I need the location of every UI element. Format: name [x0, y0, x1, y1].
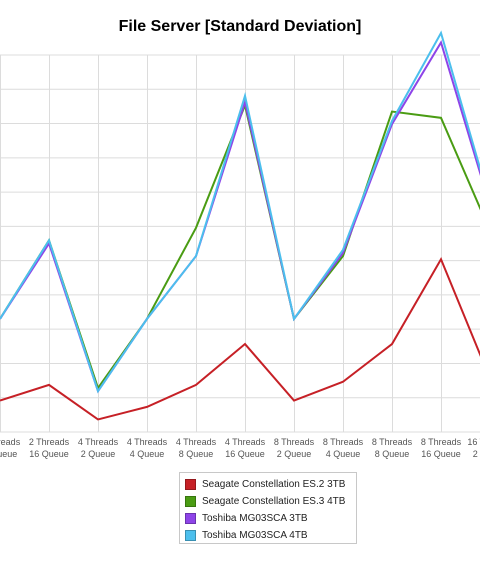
series-lines: [0, 30, 480, 421]
x-tick-label-line2: 2 Queue: [277, 449, 312, 459]
legend-item: Seagate Constellation ES.2 3TB: [180, 476, 356, 493]
legend-swatch: [185, 496, 196, 507]
x-tick-label: 8 Threads 8 Queue: [372, 437, 413, 459]
x-tick-label: 2 Threads 16 Queue: [29, 437, 70, 459]
series-line-1: [0, 256, 480, 421]
x-tick-label-line1: 8 Threads: [421, 437, 462, 447]
x-tick-label-line1: 4 Threads: [78, 437, 119, 447]
series-line-4: [0, 30, 480, 394]
legend-label: Toshiba MG03SCA 3TB: [202, 513, 308, 524]
x-tick-label-line2: 2 Queue: [473, 449, 480, 459]
x-tick-label-line2: 2 Queue: [81, 449, 116, 459]
x-tick-label: 4 Threads 4 Queue: [127, 437, 168, 459]
x-tick-label-line1: 4 Threads: [176, 437, 217, 447]
x-tick-label-line1: 8 Threads: [323, 437, 364, 447]
x-tick-label: 8 Threads 4 Queue: [323, 437, 364, 459]
x-tick-label-line2: 4 Queue: [130, 449, 165, 459]
x-tick-label-line1: 16 Threads: [467, 437, 480, 447]
x-tick-label: 4 Threads 16 Queue: [225, 437, 266, 459]
x-tick-label-line1: 4 Threads: [225, 437, 266, 447]
x-tick-label: 4 Threads 2 Queue: [78, 437, 119, 459]
x-tick-label-line2: 8 Queue: [375, 449, 410, 459]
legend-item: Seagate Constellation ES.3 4TB: [180, 493, 356, 510]
x-tick-label: 16 Threads 2 Queue: [467, 437, 480, 459]
legend-item: Toshiba MG03SCA 4TB: [180, 527, 356, 544]
legend-label: Seagate Constellation ES.3 4TB: [202, 496, 346, 507]
x-tick-label: 8 Threads 16 Queue: [421, 437, 462, 459]
x-tick-label-line2: 4 Queue: [0, 449, 17, 459]
legend: Seagate Constellation ES.2 3TB Seagate Co…: [179, 472, 357, 544]
x-tick-label-line2: 16 Queue: [29, 449, 69, 459]
x-tick-label: 2 Threads 4 Queue: [0, 437, 21, 459]
x-tick-label-line1: 4 Threads: [127, 437, 168, 447]
x-tick-label-line1: 8 Threads: [274, 437, 315, 447]
chart-title: File Server [Standard Deviation]: [118, 18, 362, 35]
x-tick-label-line2: 8 Queue: [179, 449, 214, 459]
legend-label: Seagate Constellation ES.2 3TB: [202, 479, 346, 490]
legend-item: Toshiba MG03SCA 3TB: [180, 510, 356, 527]
x-tick-label: 4 Threads 8 Queue: [176, 437, 217, 459]
x-tick-label-line1: 2 Threads: [29, 437, 70, 447]
x-tick-label-line2: 4 Queue: [326, 449, 361, 459]
x-tick-label-line1: 2 Threads: [0, 437, 21, 447]
x-tick-label: 8 Threads 2 Queue: [274, 437, 315, 459]
legend-swatch: [185, 479, 196, 490]
legend-swatch: [185, 530, 196, 541]
x-tick-label-line2: 16 Queue: [421, 449, 461, 459]
legend-swatch: [185, 513, 196, 524]
x-tick-label-line1: 8 Threads: [372, 437, 413, 447]
x-tick-label-line2: 16 Queue: [225, 449, 265, 459]
legend-label: Toshiba MG03SCA 4TB: [202, 530, 308, 541]
series-line-2: [0, 101, 480, 391]
series-line-3: [0, 39, 480, 394]
